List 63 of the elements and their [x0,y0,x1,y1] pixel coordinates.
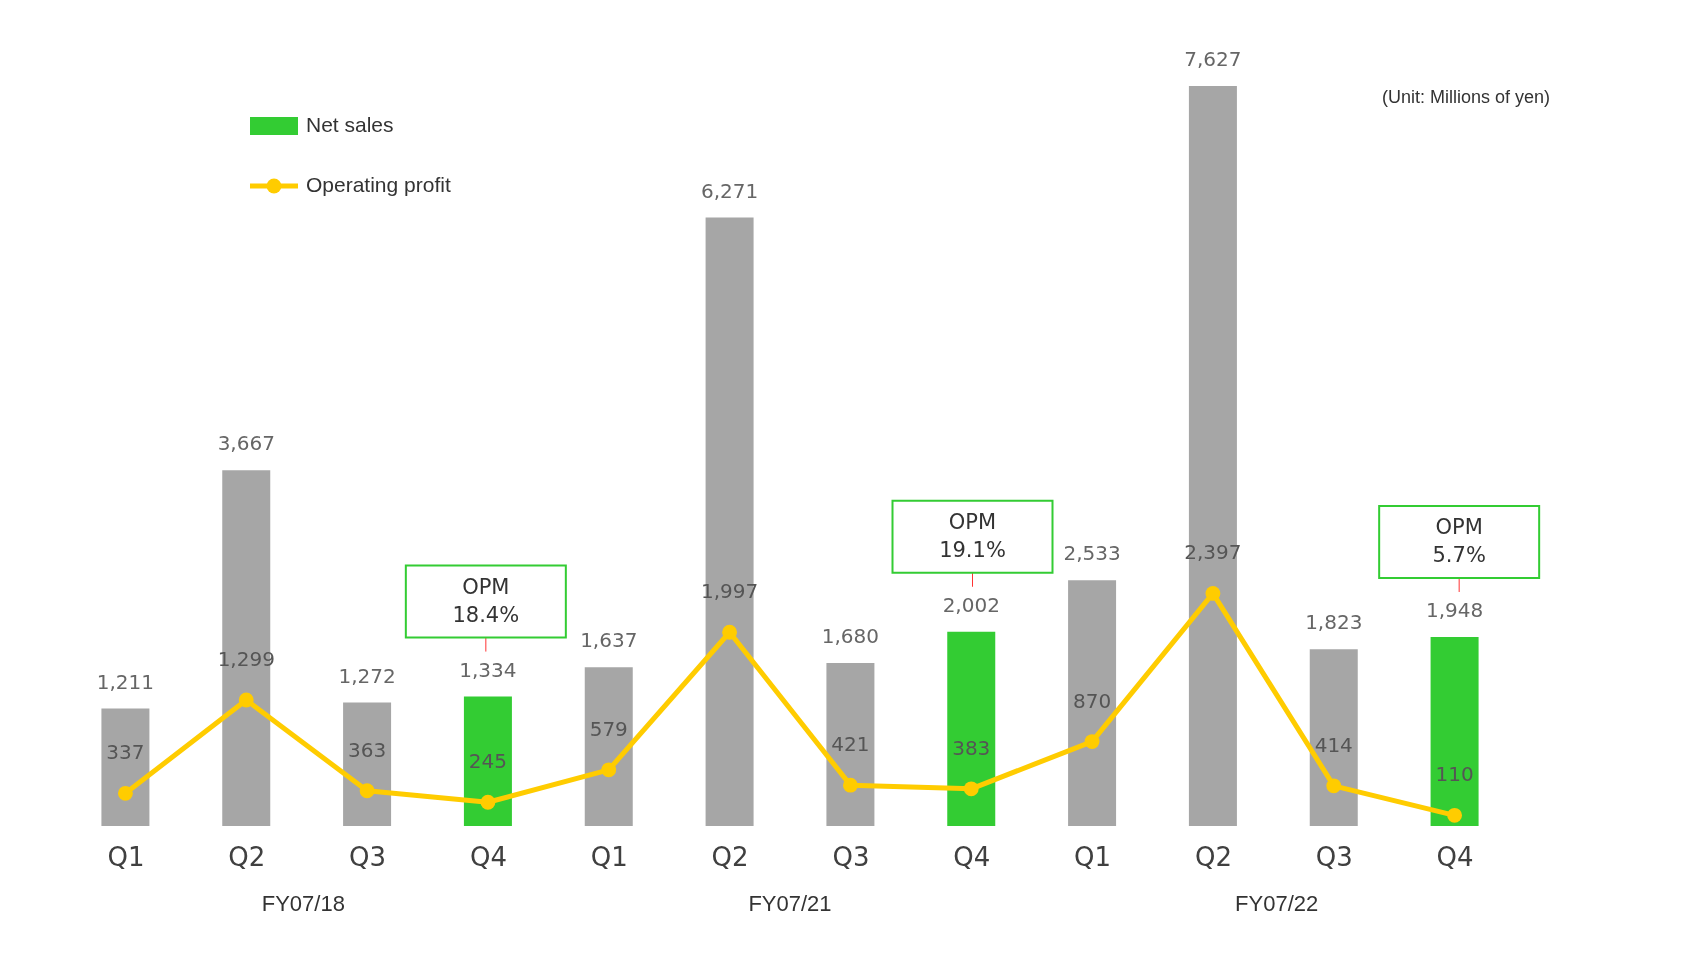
data-label: 7,627 [1184,47,1242,71]
bar [1309,649,1358,826]
data-label: 245 [468,749,508,774]
point [1205,586,1221,601]
point [238,692,254,708]
data-label: 363 [347,737,387,762]
data-label: 579 [589,716,628,741]
data-label: 3,667 [217,431,275,456]
point [359,783,375,799]
data-label: 1,823 [1305,610,1363,635]
data-label: 110 [1435,762,1474,787]
x-tick-label: Q2 [711,841,749,872]
annotation: OPM 18.4% [452,574,520,627]
legend-label: Net sales [306,113,394,136]
text: FY07/22 [1235,891,1319,916]
point [722,624,737,640]
data-label: 1,948 [1425,598,1484,622]
point [601,762,617,778]
data-label: 383 [952,735,991,760]
annotation: (Unit: Millions of yen) [1381,87,1550,107]
bar [826,663,875,826]
legend-label: Operating profit [306,173,451,196]
point [843,777,858,793]
x-tick-label: Q4 [469,841,507,872]
bar [1068,580,1117,826]
data-label: 1,680 [821,624,880,648]
data-label: 1,334 [459,657,517,682]
bar [343,702,392,826]
x-tick-label: Q2 [1194,841,1232,872]
data-label: 337 [106,740,145,765]
text: FY07/18 [261,891,345,916]
x-tick-label: Q1 [1074,841,1112,872]
bar [1430,637,1479,826]
bar [101,708,150,826]
x-tick-label: Q3 [832,841,870,872]
x-tick-label: Q4 [1436,841,1474,872]
point [480,794,496,810]
annotation: OPM 5.7% [1432,515,1486,567]
data-label: 2,533 [1063,541,1121,566]
data-label: 870 [1072,688,1112,713]
x-tick-label: Q4 [953,841,991,872]
x-tick-label: Q1 [107,841,145,872]
point [118,785,133,801]
data-label: 414 [1314,732,1353,757]
annotation: OPM 19.1% [939,509,1006,562]
data-label: 1,272 [338,663,396,688]
data-label: 421 [831,732,870,757]
point [1447,807,1462,823]
data-label: 1,211 [96,669,155,694]
bar [463,696,512,826]
data-label: 1,637 [580,628,638,653]
text: FY07/21 [748,891,832,916]
bar [947,631,996,826]
data-label: 6,271 [700,178,759,203]
point [963,781,979,797]
point [1326,778,1342,794]
x-tick-label: Q2 [228,841,266,872]
x-tick-label: Q1 [590,841,628,872]
data-label: 2,002 [942,592,1000,617]
bar [584,667,633,826]
x-tick-label: Q3 [349,841,387,872]
x-tick-label: Q3 [1315,841,1353,872]
point [1084,734,1100,749]
